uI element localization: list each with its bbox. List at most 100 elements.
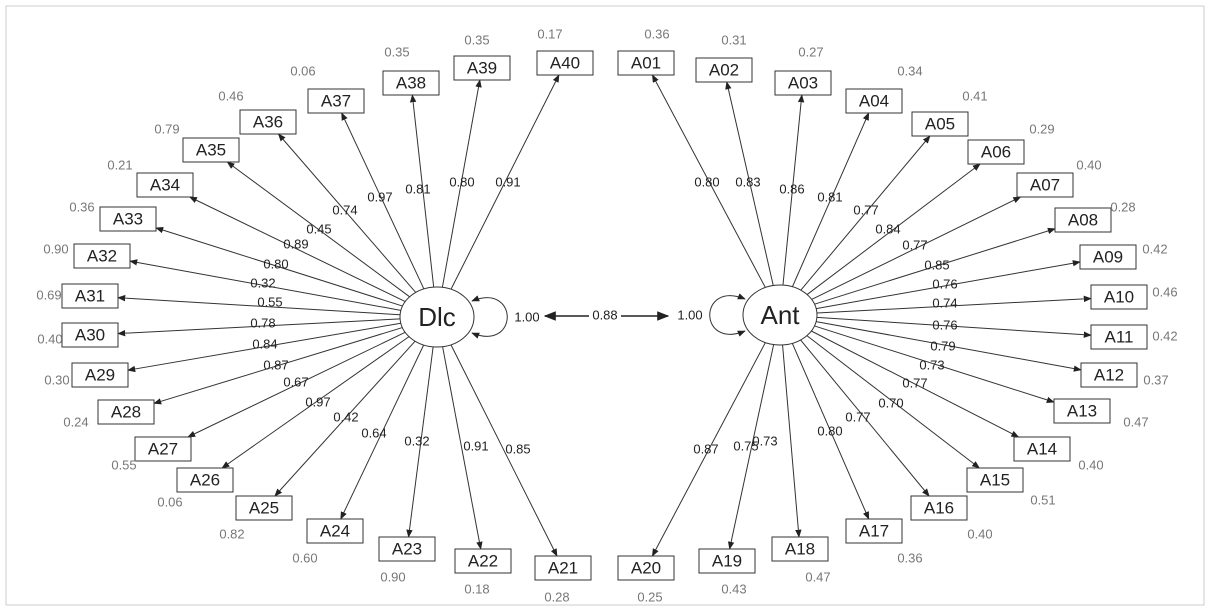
loading-value: 0.89: [283, 236, 308, 251]
loading-arrow: [450, 344, 558, 557]
indicator-box: [1079, 244, 1137, 270]
residual-value: 0.90: [43, 241, 68, 256]
loading-arrow: [725, 81, 774, 286]
loading-arrow: [153, 327, 403, 405]
residual-value: 0.46: [218, 88, 243, 103]
residual-value: 0.79: [154, 121, 179, 136]
loading-value: 0.77: [902, 237, 927, 252]
loading-value: 0.81: [405, 181, 430, 196]
loading-value: 0.77: [853, 202, 878, 217]
indicator-label: A33: [113, 209, 143, 228]
loading-arrow: [117, 294, 401, 316]
loading-arrow: [806, 335, 980, 469]
loading-arrow: [341, 112, 425, 290]
loading-arrow: [274, 340, 416, 497]
loading-value: 0.85: [505, 441, 530, 456]
residual-value: 0.06: [157, 494, 182, 509]
loading-arrow: [409, 94, 435, 288]
variance-loop: [471, 295, 508, 339]
residual-value: 0.47: [1123, 414, 1148, 429]
indicator-box: [306, 518, 364, 544]
indicator-box: [774, 70, 832, 96]
variance-loop: [709, 293, 746, 337]
indicator-box: [910, 495, 968, 521]
indicator-box: [307, 88, 365, 114]
indicator-label: A29: [85, 365, 115, 384]
residual-value: 0.36: [644, 26, 669, 41]
loading-arrow: [340, 344, 425, 520]
residual-value: 0.34: [897, 63, 922, 78]
indicator-label: A13: [1067, 401, 1097, 420]
residual-value: 0.51: [1030, 492, 1055, 507]
loading-arrow: [442, 346, 483, 550]
residual-value: 0.46: [1152, 284, 1177, 299]
loading-value: 0.74: [332, 202, 357, 217]
indicator-label: A10: [1104, 287, 1134, 306]
loading-arrow: [800, 135, 931, 291]
residual-value: 0.35: [464, 32, 489, 47]
indicator-box: [1090, 284, 1148, 310]
factor-label: Ant: [760, 300, 800, 330]
loading-value: 0.80: [449, 174, 474, 189]
indicator-box: [617, 50, 675, 76]
loading-arrow: [816, 295, 1092, 314]
indicator-box: [845, 518, 903, 544]
loading-value: 0.80: [817, 423, 842, 438]
indicator-label: A30: [75, 325, 105, 344]
indicator-box: [1080, 362, 1138, 388]
residual-value: 0.28: [544, 589, 569, 604]
residual-value: 0.47: [805, 569, 830, 584]
loading-arrow: [406, 346, 434, 538]
residual-value: 0.42: [1142, 241, 1167, 256]
loading-arrow: [441, 79, 482, 288]
indicator-label: A26: [190, 470, 220, 489]
loading-arrow: [816, 260, 1081, 310]
residual-value: 0.82: [219, 526, 244, 541]
loading-value: 0.55: [257, 294, 282, 309]
indicator-box: [1053, 398, 1111, 424]
indicator-label: A14: [1027, 439, 1057, 458]
residual-value: 0.35: [384, 44, 409, 59]
loading-arrow: [806, 163, 981, 295]
loading-value: 0.74: [932, 295, 957, 310]
indicator-box: [176, 467, 234, 493]
indicator-label: A39: [467, 58, 497, 77]
loading-arrow: [811, 196, 1022, 300]
loading-arrow: [117, 318, 401, 337]
indicator-label: A06: [981, 142, 1011, 161]
indicator-box: [378, 536, 436, 562]
indicator-label: A34: [150, 175, 180, 194]
correlation-value: 0.88: [592, 307, 617, 322]
indicator-box: [911, 111, 969, 137]
indicator-box: [698, 548, 756, 574]
indicator-label: A05: [925, 114, 955, 133]
loading-value: 0.78: [250, 315, 275, 330]
indicator-box: [845, 88, 903, 114]
indicator-label: A02: [709, 60, 739, 79]
indicator-box: [1016, 172, 1074, 198]
indicator-label: A25: [249, 498, 279, 517]
loading-arrow: [277, 133, 417, 293]
loading-value: 0.77: [902, 375, 927, 390]
residual-value: 0.60: [292, 550, 317, 565]
loading-value: 0.73: [919, 357, 944, 372]
indicator-label: A15: [980, 470, 1010, 489]
loading-value: 0.97: [367, 189, 392, 204]
residual-value: 0.90: [380, 569, 405, 584]
residual-value: 0.30: [44, 372, 69, 387]
loading-arrow: [816, 316, 1092, 338]
indicator-label: A12: [1094, 365, 1124, 384]
loading-arrow: [127, 322, 401, 373]
indicator-label: A03: [788, 73, 818, 92]
indicator-label: A23: [392, 539, 422, 558]
indicator-box: [617, 555, 675, 581]
residual-value: 0.69: [36, 287, 61, 302]
loading-arrow: [189, 196, 406, 303]
correlation-bg: [589, 308, 621, 324]
loading-value: 0.77: [845, 409, 870, 424]
loading-arrow: [651, 74, 766, 288]
indicator-label: A32: [87, 246, 117, 265]
indicator-label: A04: [859, 91, 889, 110]
loading-arrow: [187, 331, 406, 438]
